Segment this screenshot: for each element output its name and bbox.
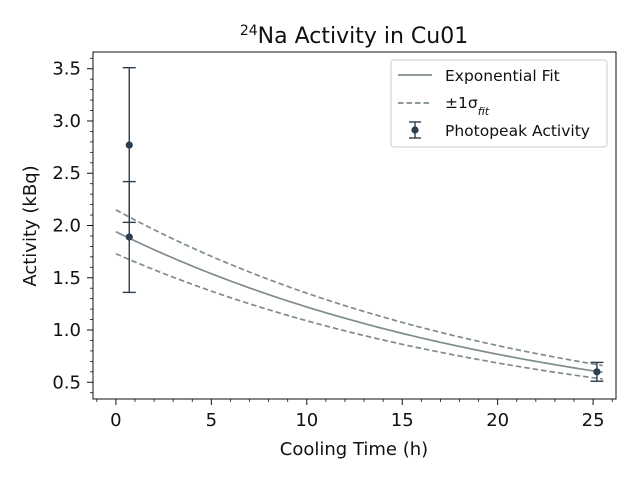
y-tick-label: 1.5 [52, 268, 81, 289]
legend-fit-label: Exponential Fit [445, 67, 560, 85]
plot-marks [115, 66, 604, 382]
data-point-2 [122, 180, 136, 294]
data-marker [125, 141, 133, 149]
legend-errorbar-swatch [409, 121, 421, 139]
lower-sigma-band [115, 252, 603, 380]
legend-band-subscript: fit [478, 105, 490, 118]
x-tick-label: 25 [582, 410, 605, 431]
legend-box [390, 59, 608, 148]
legend-band-label: ±1σfit [445, 94, 490, 118]
legend-band-text: ±1σ [445, 94, 478, 112]
data-marker [125, 233, 133, 241]
x-tick-label: 10 [295, 410, 318, 431]
x-axis-label: Cooling Time (h) [280, 439, 428, 460]
y-tick-label: 1.0 [52, 320, 81, 341]
y-axis-label: Activity (kBq) [20, 165, 41, 286]
chart-title: 24Na Activity in Cu01 [240, 23, 468, 49]
axis-ticks: 0 5 10 15 20 25 0.5 1.0 1.5 2.0 2.5 3.0 3.5 [52, 57, 613, 431]
data-marker [593, 368, 601, 376]
legend: Exponential Fit ±1σfit Photopeak Activit… [390, 59, 608, 148]
y-tick-label: 2.0 [52, 216, 81, 237]
upper-sigma-band [115, 209, 603, 367]
x-tick-label: 20 [486, 410, 509, 431]
exponential-fit-line [115, 231, 603, 374]
y-tick-label: 0.5 [52, 372, 81, 393]
x-tick-label: 0 [110, 410, 121, 431]
title-text: Na Activity in Cu01 [258, 24, 469, 49]
title-superscript: 24 [240, 23, 258, 39]
y-tick-label: 2.5 [52, 163, 81, 184]
y-tick-label: 3.5 [52, 59, 81, 80]
data-point-3 [590, 361, 604, 382]
x-tick-label: 5 [206, 410, 217, 431]
y-tick-label: 3.0 [52, 111, 81, 132]
legend-points-label: Photopeak Activity [445, 122, 590, 140]
x-tick-label: 15 [391, 410, 414, 431]
